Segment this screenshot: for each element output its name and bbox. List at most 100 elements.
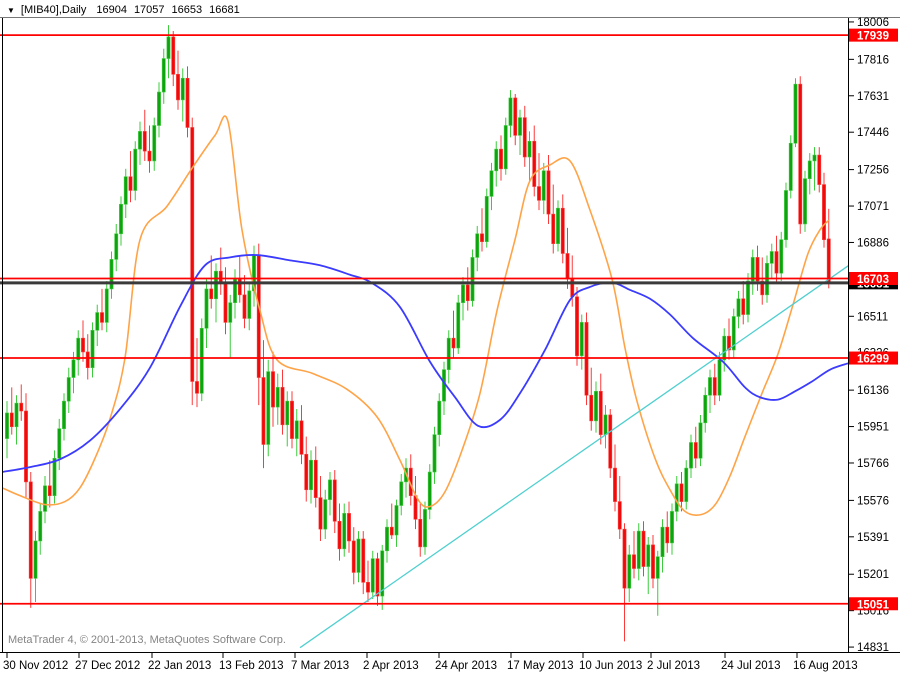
candle [803, 170, 807, 232]
candle [195, 338, 199, 408]
time-tick-label: 2 Apr 2013 [363, 660, 419, 672]
candle [589, 367, 594, 431]
candle [399, 474, 404, 516]
candle [527, 131, 532, 181]
candle [750, 249, 755, 295]
candle [104, 281, 109, 333]
candle [90, 322, 95, 378]
candle [142, 109, 147, 161]
candle [665, 511, 670, 553]
price-tick-label: 17256 [857, 165, 889, 177]
candle [546, 155, 551, 224]
candle [594, 381, 598, 433]
candle [214, 263, 218, 323]
candle [727, 318, 731, 360]
candle [285, 391, 290, 447]
candle [484, 188, 489, 248]
candle [309, 450, 313, 504]
candle [784, 182, 788, 248]
candle [100, 288, 104, 331]
candle [138, 121, 142, 165]
candle [47, 460, 52, 508]
candle [418, 503, 423, 557]
candle [57, 418, 62, 471]
price-tick-label: 14831 [857, 642, 889, 654]
candle [385, 519, 389, 563]
price-tick-label: 17446 [857, 127, 889, 139]
candle [807, 153, 812, 195]
time-tick-label: 30 Nov 2012 [3, 660, 68, 672]
ascending-trendline[interactable] [299, 265, 850, 649]
candle [423, 501, 427, 555]
price-tick-label: 17816 [857, 54, 889, 66]
candle [532, 125, 537, 197]
time-axis[interactable]: 30 Nov 2012 27 Dec 2012 22 Jan 2013 13 Feb … [3, 653, 858, 672]
candle [693, 426, 698, 469]
candle [233, 269, 237, 319]
candle [617, 475, 622, 539]
candle [223, 267, 228, 335]
ohlc-close: 16681 [209, 4, 240, 16]
candle [52, 450, 57, 504]
candle [518, 109, 522, 156]
candle [81, 320, 85, 362]
candle [432, 426, 437, 484]
copyright-watermark: MetaTrader 4, © 2001-2013, MetaQuotes So… [8, 634, 286, 646]
candle [133, 141, 138, 201]
candle [152, 117, 157, 171]
candle [76, 330, 81, 376]
candle [551, 184, 556, 254]
candle [38, 503, 43, 555]
candle [798, 76, 803, 234]
candle [598, 373, 603, 445]
candle [494, 141, 499, 187]
candle [698, 414, 703, 467]
ohlc-high: 17057 [133, 4, 165, 16]
candle [204, 279, 209, 348]
candle [437, 393, 442, 447]
candle [822, 172, 826, 248]
candle [603, 405, 608, 449]
time-tick-label: 16 Aug 2013 [793, 660, 858, 672]
price-tick-label: 15951 [857, 422, 889, 434]
ohlc-low: 16653 [171, 4, 203, 16]
candle [427, 464, 432, 520]
candle [247, 283, 252, 331]
candle [366, 560, 370, 602]
candle [446, 330, 451, 384]
candle [9, 387, 14, 435]
candle [689, 434, 693, 478]
candle [166, 25, 171, 79]
symbol-title: [MIB40],Daily [20, 4, 87, 16]
candle [774, 235, 779, 284]
candle [575, 286, 579, 366]
price-flag-17939: 17939 [849, 28, 898, 43]
candles-series [5, 25, 831, 642]
price-tick-label: 17631 [857, 91, 889, 103]
candle [161, 48, 166, 104]
candle [651, 535, 655, 589]
candle [413, 475, 418, 530]
candle [480, 208, 484, 252]
time-tick-label: 10 Jun 2013 [579, 660, 642, 672]
candle [779, 231, 784, 282]
candle [641, 521, 646, 577]
candle [608, 409, 613, 478]
candle [679, 472, 684, 512]
price-axis[interactable]: 1800617816176311744617256170711688616701… [849, 17, 889, 654]
candle [741, 281, 746, 325]
price-tick-label: 15391 [857, 532, 889, 544]
symbol-dropdown-icon[interactable]: ▼ [7, 5, 15, 15]
candle [114, 223, 119, 272]
candle [736, 290, 741, 329]
candle [513, 94, 518, 146]
time-tick-label: 2 Jul 2013 [647, 660, 700, 672]
candle [503, 117, 508, 175]
candle [451, 310, 456, 358]
candle [499, 135, 503, 181]
candle [28, 472, 33, 608]
candle [817, 147, 822, 193]
svg-text:17939: 17939 [857, 31, 889, 43]
candle [62, 393, 66, 441]
